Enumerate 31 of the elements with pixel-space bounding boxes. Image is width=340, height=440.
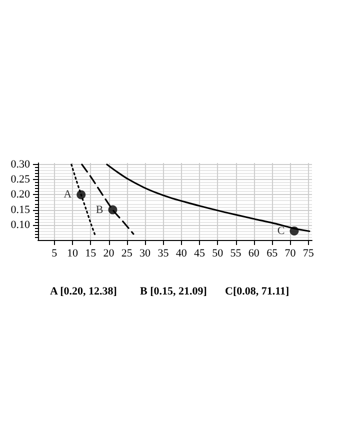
x-tick-label: 75 <box>302 248 314 260</box>
x-tick-label: 25 <box>121 248 133 260</box>
y-tick-label: 0.15 <box>10 204 30 216</box>
x-tick-label: 30 <box>140 248 152 260</box>
text: B [0.15, 21.09] <box>140 286 207 298</box>
line-series <box>70 164 96 237</box>
x-tick-label: 70 <box>284 248 296 260</box>
x-tick-label: 15 <box>85 248 97 260</box>
point <box>76 190 86 200</box>
x-tick-label: 50 <box>212 248 224 260</box>
data-label: C <box>277 224 285 237</box>
x-tick-label: 35 <box>158 248 170 260</box>
x-tick-label: 20 <box>103 248 115 260</box>
x-tick-label: 55 <box>230 248 242 260</box>
data-label: A <box>64 188 72 201</box>
point <box>108 205 118 214</box>
y-tick-label: 0.25 <box>10 174 30 186</box>
x-tick-label: 5 <box>52 248 58 260</box>
y-tick-label: 0.20 <box>10 188 30 201</box>
point <box>290 226 299 236</box>
text: C[0.08, 71.11] <box>225 286 290 298</box>
x-tick-label: 60 <box>248 248 260 260</box>
text: A [0.20, 12.38] <box>50 286 117 298</box>
x-tick-label: 40 <box>176 248 188 260</box>
x-tick-label: 45 <box>194 248 206 260</box>
line-series <box>81 164 134 235</box>
x-tick-label: 10 <box>66 248 78 260</box>
data-label: B <box>96 204 104 216</box>
x-tick-label: 65 <box>266 248 278 260</box>
y-tick-label: 0.30 <box>10 158 30 171</box>
y-tick-label: 0.10 <box>10 218 30 231</box>
